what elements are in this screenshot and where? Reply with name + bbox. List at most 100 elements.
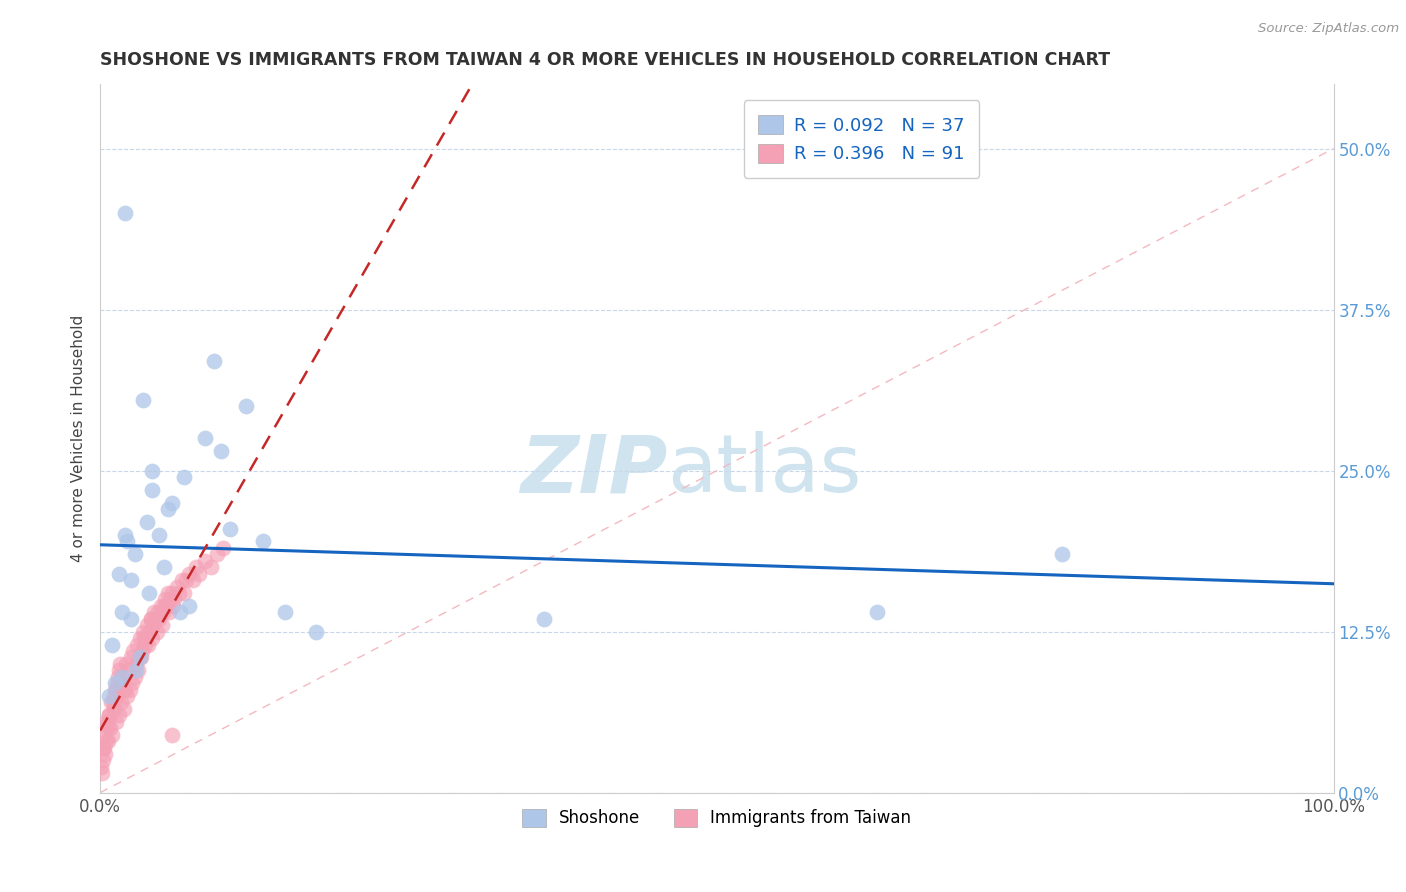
Point (194, 554, 217, 568)
Point (156, 599, 179, 613)
Point (157, 605, 180, 619)
Text: Source: ZipAtlas.com: Source: ZipAtlas.com (1258, 22, 1399, 36)
Point (149, 599, 172, 613)
Point (125, 657, 148, 671)
Point (103, 689, 125, 703)
Point (129, 650, 152, 665)
Point (93, 728, 115, 742)
Point (111, 605, 134, 619)
Point (104, 676, 127, 690)
Point (141, 464, 163, 478)
Point (110, 696, 132, 710)
Point (252, 534, 274, 549)
Point (107, 566, 129, 581)
Point (200, 560, 222, 574)
Point (107, 708, 129, 723)
Point (162, 728, 184, 742)
Point (120, 573, 142, 587)
Point (104, 682, 127, 697)
Point (125, 663, 148, 677)
Point (105, 714, 128, 729)
Point (186, 560, 208, 574)
Point (209, 444, 232, 458)
Point (96, 721, 118, 735)
Point (207, 547, 229, 561)
Point (169, 605, 191, 619)
Point (153, 599, 176, 613)
Point (141, 612, 163, 626)
Legend: Shoshone, Immigrants from Taiwan: Shoshone, Immigrants from Taiwan (516, 802, 918, 834)
Point (143, 605, 166, 619)
Point (148, 528, 170, 542)
Point (202, 354, 225, 368)
Point (167, 586, 190, 600)
Point (866, 605, 889, 619)
Point (155, 592, 177, 607)
Point (117, 689, 139, 703)
Point (121, 676, 143, 690)
Point (162, 599, 184, 613)
Point (136, 515, 159, 529)
Point (96, 714, 118, 729)
Point (124, 670, 146, 684)
Point (134, 638, 156, 652)
Point (218, 522, 240, 536)
Point (100, 696, 122, 710)
Point (170, 573, 193, 587)
Point (212, 541, 235, 555)
Point (97, 708, 120, 723)
Point (111, 670, 134, 684)
Point (91, 754, 114, 768)
Point (114, 528, 136, 542)
Point (105, 676, 128, 690)
Point (108, 663, 131, 677)
Point (194, 431, 217, 445)
Point (132, 392, 155, 407)
Point (127, 663, 149, 677)
Point (148, 612, 170, 626)
Point (101, 728, 124, 742)
Point (105, 689, 128, 703)
Point (131, 644, 153, 658)
Point (117, 663, 139, 677)
Point (138, 586, 160, 600)
Point (97, 689, 120, 703)
Point (107, 670, 129, 684)
Point (128, 631, 150, 645)
Point (145, 612, 167, 626)
Point (120, 650, 142, 665)
Point (160, 496, 183, 510)
Point (114, 682, 136, 697)
Point (101, 638, 124, 652)
Point (127, 638, 149, 652)
Text: SHOSHONE VS IMMIGRANTS FROM TAIWAN 4 OR MORE VEHICLES IN HOUSEHOLD CORRELATION C: SHOSHONE VS IMMIGRANTS FROM TAIWAN 4 OR … (100, 51, 1111, 69)
Point (305, 624, 328, 639)
Point (177, 599, 200, 613)
Point (96, 734, 118, 748)
Point (128, 650, 150, 665)
Text: ZIP: ZIP (520, 431, 668, 509)
Point (114, 206, 136, 220)
Point (136, 618, 159, 632)
Point (173, 586, 195, 600)
Point (141, 483, 163, 497)
Point (111, 670, 134, 684)
Point (274, 605, 297, 619)
Point (110, 657, 132, 671)
Point (132, 631, 155, 645)
Point (98, 708, 121, 723)
Point (187, 566, 209, 581)
Point (146, 624, 169, 639)
Point (153, 560, 176, 574)
Point (118, 682, 141, 697)
Point (146, 605, 169, 619)
Point (97, 714, 120, 729)
Point (135, 631, 157, 645)
Point (112, 702, 135, 716)
Point (103, 702, 125, 716)
Point (115, 657, 138, 671)
Point (156, 586, 179, 600)
Point (139, 612, 162, 626)
Point (235, 399, 257, 413)
Point (94, 734, 117, 748)
